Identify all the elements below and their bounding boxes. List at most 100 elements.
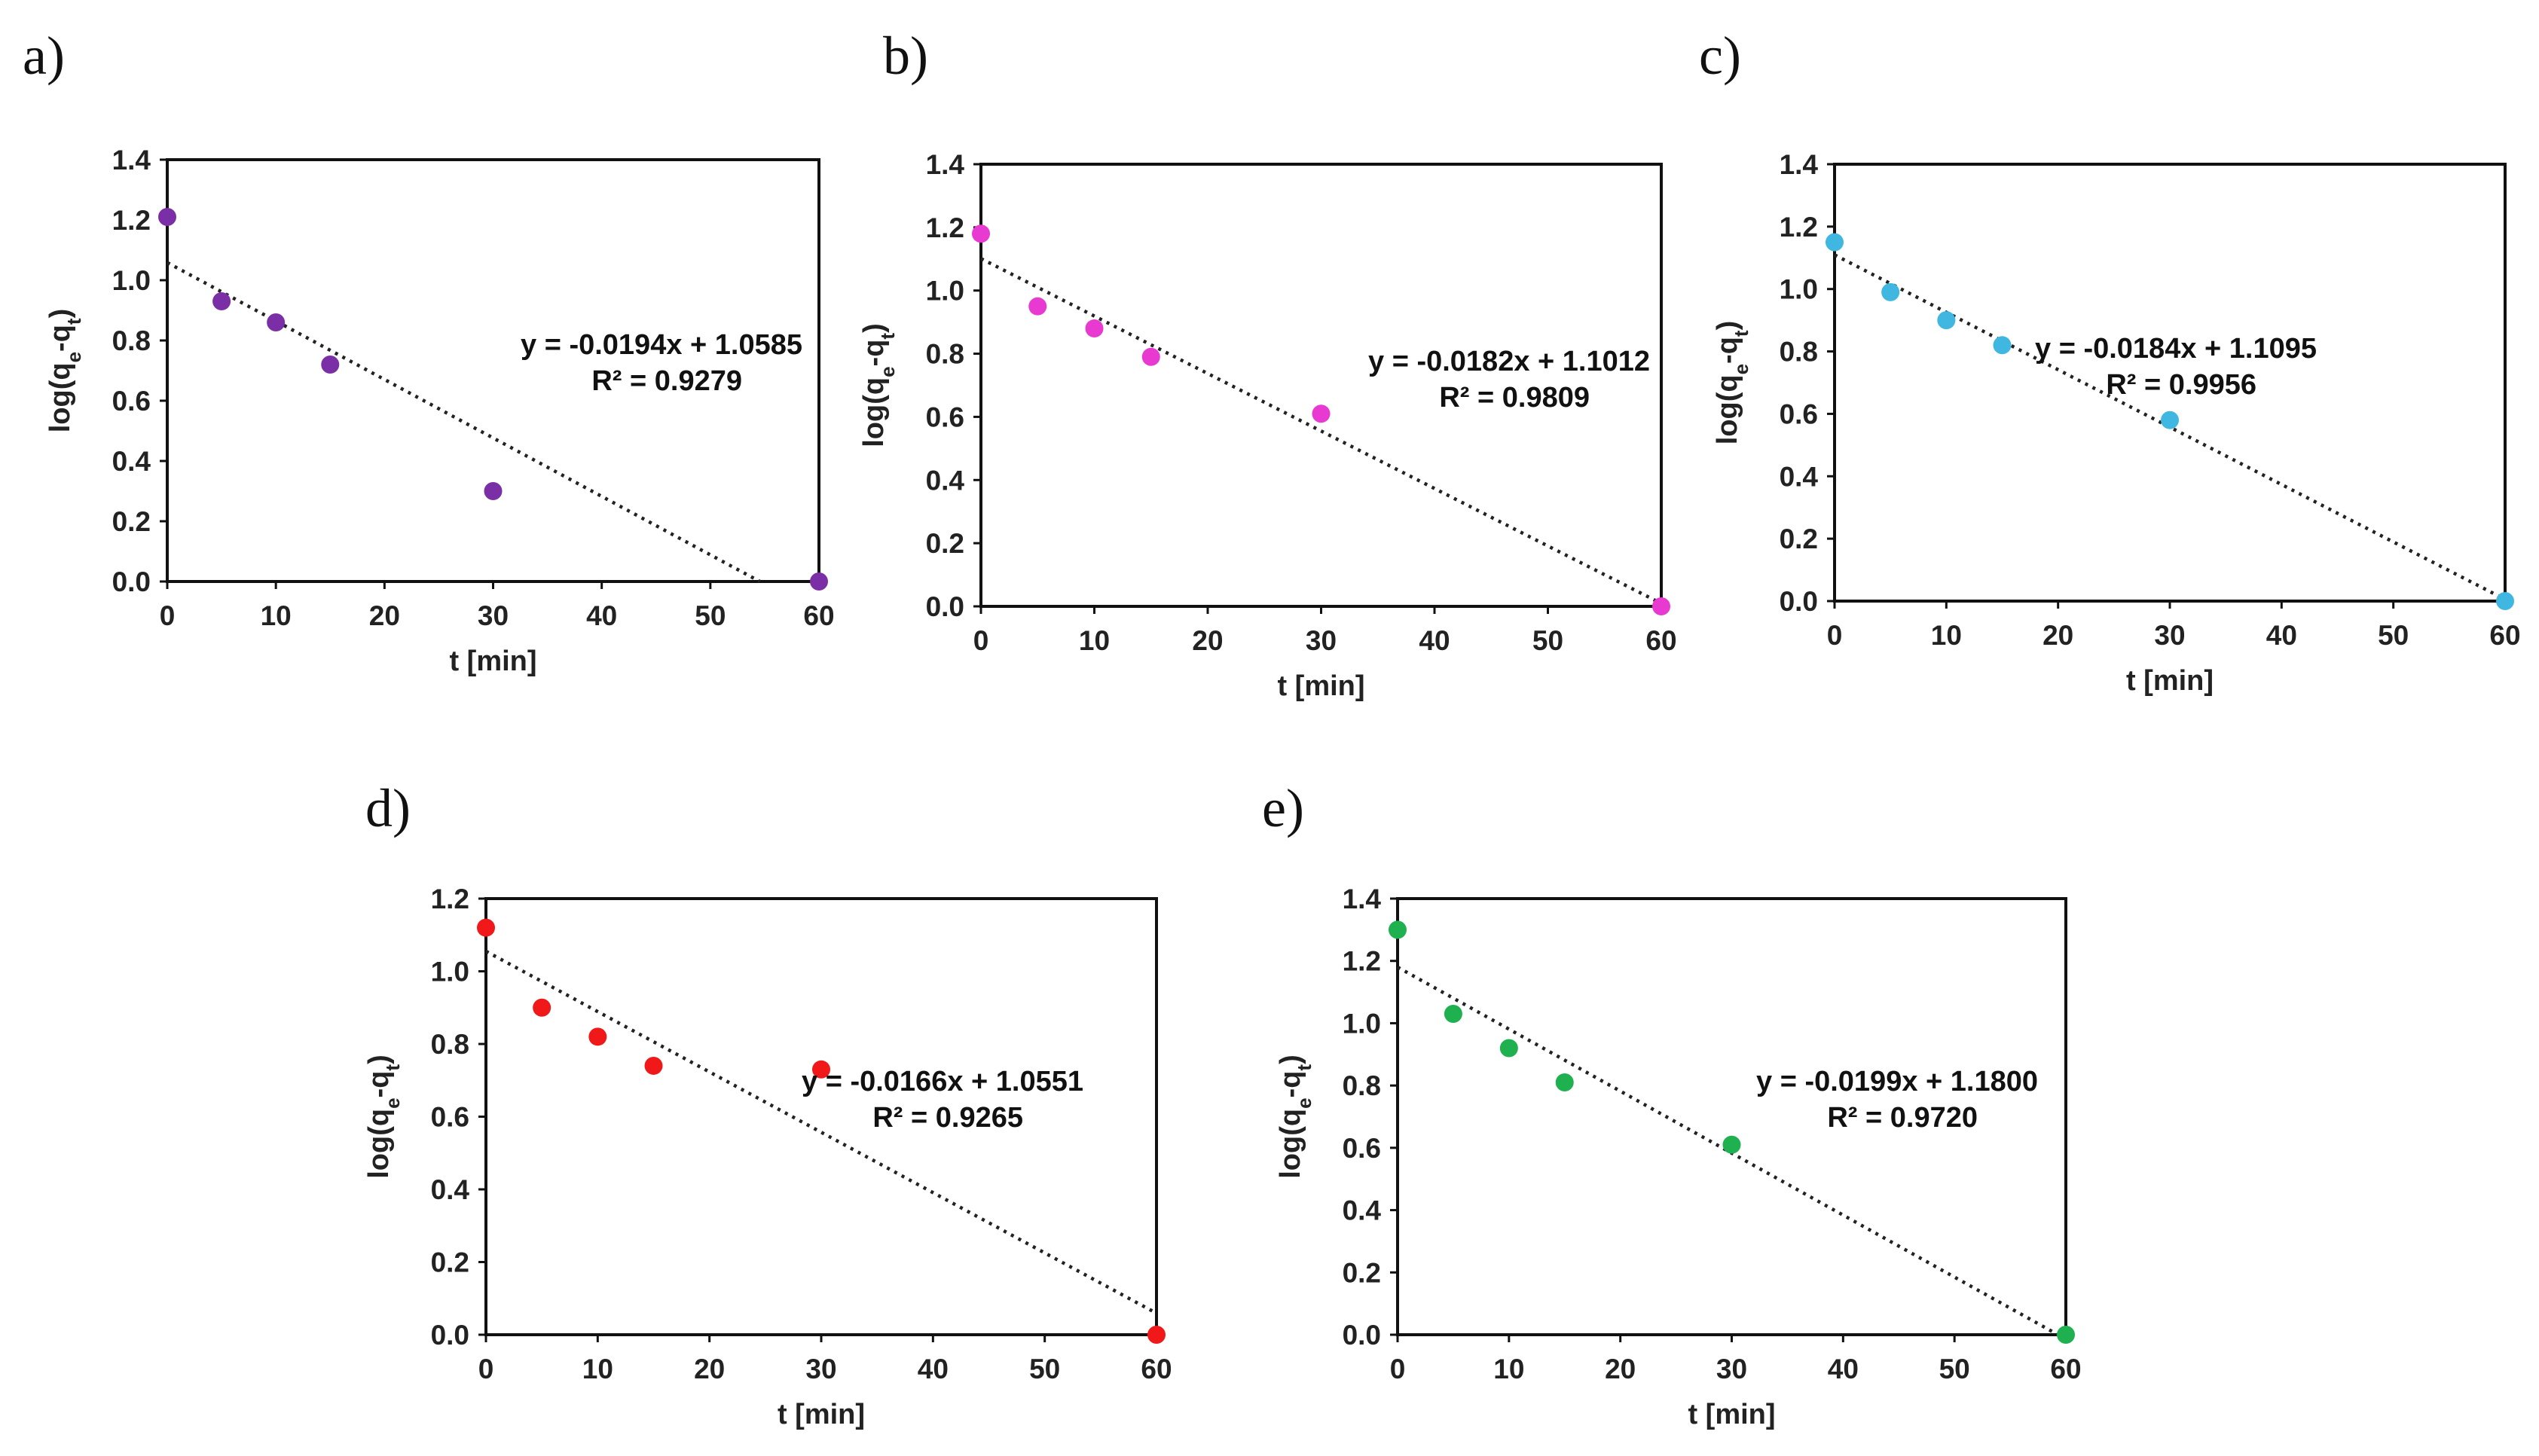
chart-d-trend-equation: y = -0.0166x + 1.0551 bbox=[802, 1066, 1083, 1097]
chart-d-ytick-label: 1.2 bbox=[431, 884, 469, 914]
chart-b-xtick-label: 30 bbox=[1306, 625, 1337, 656]
chart-c-xtick-label: 10 bbox=[1931, 620, 1962, 651]
chart-e-trendline bbox=[1396, 966, 2059, 1336]
chart-b-ytick-label: 0.6 bbox=[926, 401, 964, 432]
chart-c-xtick-label: 20 bbox=[2043, 620, 2073, 651]
chart-a-data-point bbox=[484, 482, 503, 500]
chart-c-ytick-label: 1.2 bbox=[1780, 212, 1818, 243]
chart-e-ytick-label: 0.2 bbox=[1343, 1257, 1381, 1288]
chart-e-xtick-label: 20 bbox=[1605, 1354, 1636, 1384]
chart-b-x-axis-label: t [min] bbox=[1277, 670, 1364, 702]
chart-e-data-point bbox=[1389, 920, 1407, 939]
chart-b: b) 0.0 0.2 0.4 0.6 0.8 1.0 1.2 1.4 0 10 20 30 40 50 60 t… bbox=[858, 26, 1677, 702]
chart-b-ytick-label: 0.0 bbox=[926, 591, 964, 622]
chart-a-x-axis-label: t [min] bbox=[449, 646, 536, 677]
chart-e: e) 0.0 0.2 0.4 0.6 0.8 1.0 1.2 1.4 0 10 20 30 40 50 60 t… bbox=[1262, 778, 2082, 1430]
chart-c-trend-equation: y = -0.0184x + 1.1095 bbox=[2035, 333, 2317, 365]
chart-d-data-point bbox=[812, 1060, 830, 1079]
chart-a-trend-equation: y = -0.0194x + 1.0585 bbox=[521, 329, 802, 361]
chart-e-ytick-label: 1.2 bbox=[1343, 946, 1381, 977]
chart-d-trendline bbox=[484, 949, 1158, 1315]
chart-b-data-point bbox=[1312, 404, 1331, 423]
chart-a-xtick-label: 60 bbox=[803, 600, 834, 631]
chart-e-data-point bbox=[1555, 1073, 1574, 1092]
chart-a-xtick-label: 10 bbox=[261, 600, 292, 631]
chart-a-y-axis-label: log(qe-qt) bbox=[44, 309, 85, 433]
chart-d-xtick-label: 30 bbox=[805, 1354, 836, 1384]
chart-a-trendline bbox=[166, 261, 761, 583]
chart-d-panel-label: d) bbox=[365, 778, 411, 838]
chart-e-ytick-label: 1.0 bbox=[1343, 1008, 1381, 1039]
chart-b-xtick-label: 40 bbox=[1419, 625, 1450, 656]
chart-b-trendline bbox=[979, 257, 1663, 606]
chart-b-trend-equation: y = -0.0182x + 1.1012 bbox=[1368, 346, 1650, 377]
chart-b-ytick-label: 1.2 bbox=[926, 212, 964, 243]
chart-d-xtick-label: 60 bbox=[1141, 1354, 1172, 1384]
chart-b-ytick-label: 0.4 bbox=[926, 465, 965, 496]
chart-b-y-axis-label: log(qe-qt) bbox=[858, 323, 899, 447]
chart-a-r-squared: R² = 0.9279 bbox=[591, 365, 742, 397]
chart-b-data-point bbox=[1141, 347, 1160, 366]
chart-b-data-point bbox=[1085, 319, 1104, 338]
chart-c-data-point bbox=[1881, 282, 1900, 301]
chart-b-data-point bbox=[1028, 297, 1047, 316]
chart-d-ytick-label: 0.8 bbox=[431, 1029, 469, 1060]
chart-e-xtick-label: 10 bbox=[1493, 1354, 1524, 1384]
chart-e-xtick-label: 50 bbox=[1939, 1354, 1970, 1384]
chart-d-ytick-label: 1.0 bbox=[431, 957, 469, 987]
chart-a-data-point bbox=[810, 572, 828, 591]
chart-d-xtick-label: 40 bbox=[918, 1354, 949, 1384]
chart-a-ytick-label: 0.8 bbox=[112, 325, 151, 356]
chart-c-panel-label: c) bbox=[1699, 26, 1741, 86]
chart-d-xtick-label: 20 bbox=[694, 1354, 725, 1384]
chart-c-data-point bbox=[1993, 336, 2012, 355]
chart-c-xtick-label: 60 bbox=[2489, 620, 2520, 651]
chart-a-ytick-label: 0.6 bbox=[112, 386, 151, 417]
chart-e-data-point bbox=[1722, 1135, 1741, 1154]
chart-d: d) 0.0 0.2 0.4 0.6 0.8 1.0 1.2 0 10 20 30 40 50 60 t [m… bbox=[363, 778, 1172, 1430]
chart-d-y-axis-label: log(qe-qt) bbox=[363, 1055, 404, 1179]
chart-d-x-axis-label: t [min] bbox=[778, 1399, 865, 1430]
chart-c-ytick-label: 0.6 bbox=[1780, 398, 1818, 429]
chart-e-ytick-label: 1.4 bbox=[1343, 884, 1382, 914]
chart-c-data-point bbox=[2496, 592, 2514, 610]
chart-b-panel-label: b) bbox=[883, 26, 928, 86]
chart-a-data-point bbox=[212, 292, 231, 310]
chart-c-ytick-label: 1.4 bbox=[1780, 149, 1819, 180]
chart-d-ytick-label: 0.0 bbox=[431, 1320, 469, 1351]
chart-e-r-squared: R² = 0.9720 bbox=[1827, 1102, 1978, 1134]
chart-d-data-point bbox=[644, 1056, 663, 1075]
chart-d-ytick-label: 0.6 bbox=[431, 1102, 469, 1133]
chart-b-ytick-label: 1.4 bbox=[926, 149, 965, 180]
chart-b-r-squared: R² = 0.9809 bbox=[1439, 382, 1590, 414]
chart-c-r-squared: R² = 0.9956 bbox=[2106, 369, 2256, 401]
chart-e-ytick-label: 0.4 bbox=[1343, 1195, 1382, 1226]
chart-e-xtick-label: 30 bbox=[1716, 1354, 1747, 1384]
chart-a-xtick-label: 50 bbox=[695, 600, 726, 631]
chart-c: c) 0.0 0.2 0.4 0.6 0.8 1.0 1.2 1.4 0 10 20 30 40 50 60 t… bbox=[1699, 26, 2521, 697]
chart-d-data-point bbox=[533, 998, 551, 1017]
chart-e-data-point bbox=[1444, 1005, 1462, 1024]
chart-d-data-point bbox=[1147, 1326, 1166, 1344]
chart-d-r-squared: R² = 0.9265 bbox=[872, 1102, 1023, 1134]
chart-d-xtick-label: 0 bbox=[478, 1354, 494, 1384]
chart-c-xtick-label: 40 bbox=[2266, 620, 2297, 651]
chart-d-ytick-label: 0.4 bbox=[431, 1174, 470, 1205]
chart-a-ytick-label: 0.0 bbox=[112, 566, 151, 597]
chart-a-data-point bbox=[267, 313, 286, 331]
chart-a-xtick-label: 20 bbox=[369, 600, 400, 631]
chart-a-ytick-label: 1.2 bbox=[112, 205, 151, 236]
chart-d-xtick-label: 50 bbox=[1029, 1354, 1060, 1384]
chart-c-ytick-label: 0.4 bbox=[1780, 461, 1819, 492]
chart-a-xtick-label: 30 bbox=[478, 600, 509, 631]
chart-c-xtick-label: 0 bbox=[1827, 620, 1843, 651]
chart-e-ytick-label: 0.0 bbox=[1343, 1320, 1381, 1351]
chart-e-y-axis-label: log(qe-qt) bbox=[1275, 1055, 1315, 1179]
chart-b-xtick-label: 10 bbox=[1079, 625, 1110, 656]
chart-a-panel-label: a) bbox=[23, 26, 65, 86]
chart-d-data-point bbox=[588, 1027, 607, 1046]
chart-c-data-point bbox=[1937, 311, 1956, 330]
chart-a-xtick-label: 40 bbox=[586, 600, 617, 631]
chart-a-xtick-label: 0 bbox=[160, 600, 176, 631]
chart-b-ytick-label: 0.8 bbox=[926, 339, 964, 370]
